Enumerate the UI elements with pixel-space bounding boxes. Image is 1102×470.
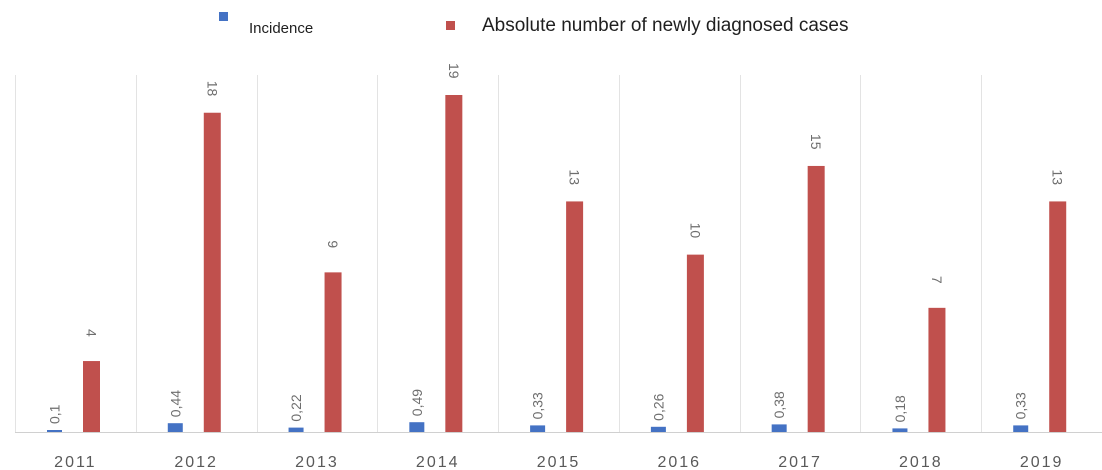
gridlines <box>15 75 1102 433</box>
bar-cases <box>203 112 221 432</box>
data-label-cases: 9 <box>325 240 341 248</box>
data-labels: 0,1 4 0,44 18 0,22 9 0,49 19 0,33 13 0,26 10 0,38 15 0… <box>47 63 1066 424</box>
x-tick-label: 2017 <box>778 454 822 470</box>
bar-incidence <box>1013 425 1029 432</box>
x-tick-label: 2016 <box>657 454 701 470</box>
data-label-incidence: 0,38 <box>771 391 787 418</box>
data-label-cases: 18 <box>204 81 220 97</box>
bar-incidence <box>288 427 304 432</box>
data-label-incidence: 0,22 <box>288 394 304 421</box>
x-tick-label: 2013 <box>295 454 339 470</box>
data-label-cases: 13 <box>1050 169 1066 185</box>
bar-incidence <box>167 423 183 432</box>
data-label-incidence: 0,44 <box>167 390 183 417</box>
data-label-incidence: 0,49 <box>409 389 425 416</box>
bar-cases <box>807 165 825 432</box>
bar-cases <box>83 361 100 432</box>
bar-cases <box>686 254 704 432</box>
x-tick-label: 2018 <box>899 454 943 470</box>
data-label-incidence: 0,26 <box>650 393 666 420</box>
bars <box>47 95 1067 432</box>
bar-incidence <box>47 430 62 432</box>
legend: Incidence Absolute number of newly diagn… <box>219 12 849 37</box>
x-axis-ticks: 2011 2012 2013 2014 2015 2016 2017 2018 2019 <box>54 454 1064 470</box>
bar-cases <box>928 307 946 432</box>
data-label-incidence: 0,18 <box>892 395 908 422</box>
legend-swatch-incidence <box>219 12 228 21</box>
data-label-incidence: 0,33 <box>1013 392 1029 419</box>
data-label-incidence: 0,33 <box>530 392 546 419</box>
x-tick-label: 2015 <box>537 454 581 470</box>
data-label-cases: 7 <box>929 276 945 284</box>
bar-cases <box>445 95 463 432</box>
x-tick-label: 2012 <box>174 454 218 470</box>
bar-cases <box>1049 201 1067 432</box>
bar-incidence <box>650 426 666 432</box>
data-label-cases: 13 <box>567 169 583 185</box>
bar-cases <box>324 272 342 432</box>
data-label-cases: 10 <box>687 223 703 239</box>
legend-swatch-cases <box>446 21 455 30</box>
data-label-cases: 15 <box>808 134 824 150</box>
bar-incidence <box>892 428 908 432</box>
data-label-cases: 4 <box>84 329 100 337</box>
x-tick-label: 2014 <box>416 454 460 470</box>
bar-incidence <box>530 425 546 432</box>
bar-cases <box>566 201 584 432</box>
legend-label-incidence: Incidence <box>249 20 313 37</box>
x-tick-label: 2011 <box>54 454 96 470</box>
x-tick-label: 2019 <box>1020 454 1064 470</box>
data-label-cases: 19 <box>446 63 462 79</box>
bar-incidence <box>409 422 425 432</box>
legend-label-cases: Absolute number of newly diagnosed cases <box>482 15 849 36</box>
bar-incidence <box>771 424 787 432</box>
data-label-incidence: 0,1 <box>47 404 63 424</box>
